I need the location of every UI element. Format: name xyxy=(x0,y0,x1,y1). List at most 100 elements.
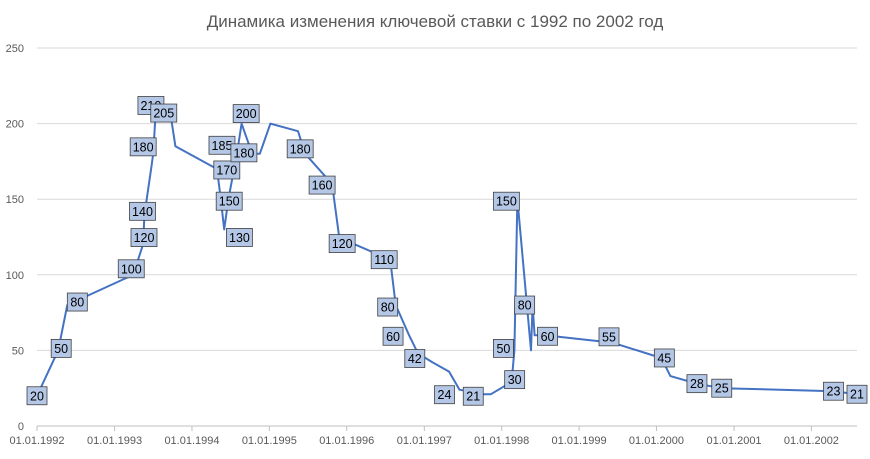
x-tick-label: 01.01.1992 xyxy=(9,435,64,447)
data-label: 50 xyxy=(493,338,514,358)
data-label-text: 80 xyxy=(70,296,84,310)
data-label-text: 150 xyxy=(219,195,240,209)
data-label-text: 30 xyxy=(508,373,522,387)
data-label: 80 xyxy=(377,297,399,317)
data-label-box xyxy=(26,386,48,406)
data-label: 170 xyxy=(213,160,241,180)
data-label-box xyxy=(286,139,314,159)
data-label-box xyxy=(686,374,708,394)
data-label-box xyxy=(377,297,399,317)
data-label: 30 xyxy=(504,370,526,390)
series-line xyxy=(36,107,858,397)
data-label: 110 xyxy=(370,250,398,270)
data-label: 205 xyxy=(150,103,178,123)
data-label: 160 xyxy=(308,175,336,195)
data-label: 100 xyxy=(117,259,145,279)
y-axis-ticks: 0 50 100 150 200 250 xyxy=(6,43,24,433)
data-label: 24 xyxy=(434,385,455,405)
data-label-text: 180 xyxy=(133,140,154,154)
x-tick-label: 01.01.1998 xyxy=(474,435,529,447)
data-label: 50 xyxy=(50,338,72,358)
data-label-text: 42 xyxy=(408,352,422,366)
data-label-text: 80 xyxy=(518,299,532,313)
data-label-box xyxy=(50,338,72,358)
data-label: 45 xyxy=(653,348,675,368)
data-label: 180 xyxy=(286,139,314,159)
data-label: 21 xyxy=(462,386,484,406)
data-label: 180 xyxy=(230,143,258,163)
y-tick-label: 150 xyxy=(6,194,24,206)
data-label-box xyxy=(598,327,620,347)
data-label: 120 xyxy=(328,234,356,253)
data-label-box xyxy=(213,160,241,180)
data-label-box xyxy=(150,103,178,123)
data-label-text: 185 xyxy=(212,139,233,153)
data-label-box xyxy=(711,378,733,398)
data-label-text: 60 xyxy=(541,330,555,344)
data-label: 185 xyxy=(208,135,236,155)
data-label-text: 23 xyxy=(827,385,841,399)
data-label-box xyxy=(404,349,426,368)
data-label: 140 xyxy=(129,201,156,221)
data-label: 150 xyxy=(492,191,520,211)
y-tick-label: 250 xyxy=(6,43,24,55)
data-label-box xyxy=(434,385,455,405)
x-tick-label: 01.01.2000 xyxy=(629,435,684,447)
data-label-box xyxy=(129,137,157,157)
data-label: 150 xyxy=(215,191,243,211)
data-label-text: 120 xyxy=(134,231,155,245)
data-label-text: 50 xyxy=(496,342,510,356)
x-tick-label: 01.01.1997 xyxy=(397,435,452,447)
y-tick-label: 100 xyxy=(6,270,24,282)
data-label-box xyxy=(514,295,536,315)
data-label: 20 xyxy=(26,386,48,406)
data-label-box xyxy=(215,191,243,211)
x-tick-label: 01.01.1999 xyxy=(552,435,607,447)
data-label-text: 21 xyxy=(850,388,864,402)
data-label-box xyxy=(462,386,484,406)
data-label-box xyxy=(129,201,156,221)
data-label-text: 130 xyxy=(229,231,250,245)
data-label-box xyxy=(232,104,260,123)
data-label-text: 205 xyxy=(153,107,174,121)
data-label-text: 180 xyxy=(290,142,311,156)
x-tick-label: 01.01.2002 xyxy=(784,435,839,447)
data-label-box xyxy=(823,381,844,401)
data-label-box xyxy=(230,143,258,163)
data-label: 60 xyxy=(537,326,558,346)
data-labels: 2050801001201401802102051851701501301802… xyxy=(26,96,868,406)
data-label-box xyxy=(382,326,404,346)
y-tick-label: 50 xyxy=(12,345,24,357)
data-label-text: 180 xyxy=(233,146,254,160)
data-label-text: 100 xyxy=(121,262,142,276)
data-label: 28 xyxy=(686,374,708,394)
data-label-text: 110 xyxy=(374,253,394,267)
data-label: 80 xyxy=(66,292,88,312)
data-label-box xyxy=(370,250,398,270)
data-label-box xyxy=(653,348,675,368)
data-label-text: 80 xyxy=(381,301,395,315)
x-tick-label: 01.01.1994 xyxy=(164,435,219,447)
data-label-text: 20 xyxy=(30,389,44,403)
data-label-box xyxy=(226,228,253,247)
chart-title: Динамика изменения ключевой ставки с 199… xyxy=(207,12,664,31)
data-label-text: 150 xyxy=(496,195,517,209)
data-label-box xyxy=(308,175,336,195)
data-label: 25 xyxy=(711,378,733,398)
data-label-box xyxy=(492,191,520,211)
data-label-box xyxy=(537,326,558,346)
data-label-text: 55 xyxy=(602,330,616,344)
data-label: 180 xyxy=(129,137,157,157)
y-tick-label: 0 xyxy=(18,421,24,433)
data-label: 200 xyxy=(232,104,260,123)
data-label: 21 xyxy=(846,384,868,404)
data-label-box xyxy=(117,259,145,279)
data-label-box xyxy=(66,292,88,312)
data-label: 80 xyxy=(514,295,536,315)
data-label-text: 28 xyxy=(690,377,704,391)
data-label: 130 xyxy=(226,228,253,247)
data-label-text: 24 xyxy=(438,388,452,402)
data-label-box xyxy=(493,338,514,358)
x-tick-label: 01.01.2001 xyxy=(707,435,762,447)
